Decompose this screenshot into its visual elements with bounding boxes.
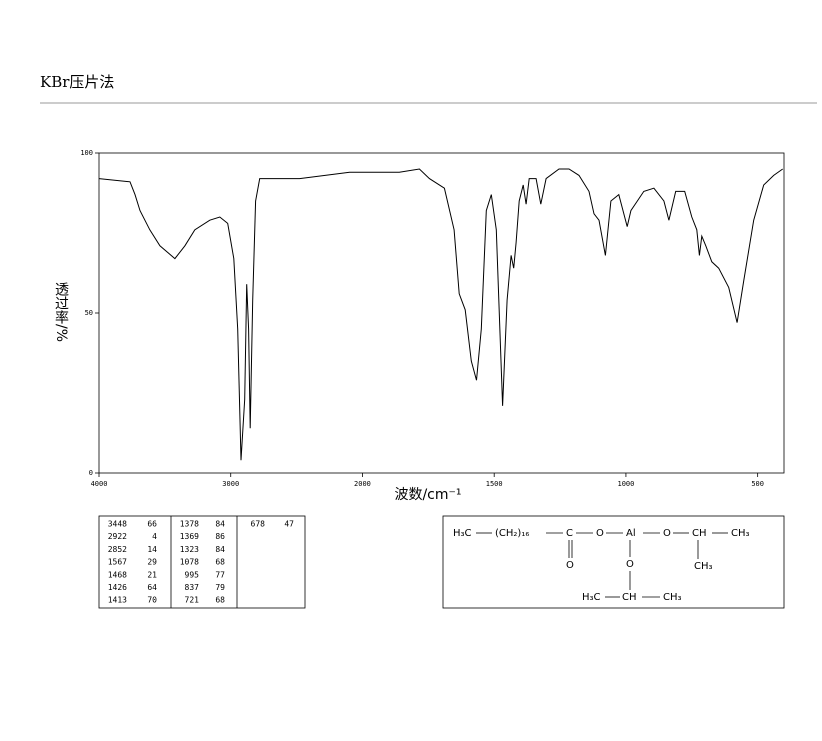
- atom: O: [596, 528, 604, 539]
- table-cell: 995: [185, 570, 200, 579]
- table-cell: 2852: [108, 545, 127, 554]
- atom: O: [663, 528, 671, 539]
- table-cell: 86: [215, 532, 225, 541]
- table-cell: 1567: [108, 558, 127, 567]
- plot-frame: [98, 152, 785, 474]
- table-cell: 64: [147, 583, 157, 592]
- structure-frame: [442, 515, 785, 609]
- table-cell: 70: [147, 596, 157, 605]
- y-tick-label: 100: [80, 149, 93, 157]
- y-tick-label: 0: [89, 469, 93, 477]
- table-cell: 721: [185, 596, 200, 605]
- atom: CH₃: [731, 528, 750, 539]
- table-cell: 1468: [108, 570, 127, 579]
- header-title: KBr压片法: [40, 73, 114, 91]
- atom: (CH₂)₁₆: [495, 528, 529, 539]
- table-cell: 1413: [108, 596, 127, 605]
- atom: O: [566, 560, 574, 571]
- table-cell: 2922: [108, 532, 127, 541]
- table-cell: 1369: [180, 532, 199, 541]
- table-cell: 68: [215, 558, 225, 567]
- table-cell: 84: [215, 520, 225, 529]
- atom: CH₃: [663, 592, 682, 603]
- table-cell: 29: [147, 558, 157, 567]
- atom: Al: [626, 528, 636, 539]
- x-tick-label: 1500: [486, 480, 503, 488]
- table-cell: 1426: [108, 583, 127, 592]
- atom: CH: [692, 528, 707, 539]
- table-cell: 1323: [180, 545, 199, 554]
- atom: CH₃: [694, 561, 713, 572]
- table-cell: 68: [215, 596, 225, 605]
- x-tick-label: 500: [751, 480, 764, 488]
- table-cell: 837: [185, 583, 200, 592]
- table-cell: 4: [152, 532, 157, 541]
- x-tick-label: 2000: [354, 480, 371, 488]
- table-cell: 14: [147, 545, 157, 554]
- table-cell: 84: [215, 545, 225, 554]
- x-axis-label: 波数/cm⁻¹: [394, 487, 461, 503]
- spectrum-line: [98, 168, 783, 461]
- table-frame: [98, 515, 306, 609]
- atom: O: [626, 559, 634, 570]
- y-axis-label: 透过率/%: [53, 282, 69, 342]
- table-cell: 79: [215, 583, 225, 592]
- table-cell: 678: [251, 520, 266, 529]
- table-cell: 66: [147, 520, 157, 529]
- atom: CH: [622, 592, 637, 603]
- atom: C: [566, 528, 573, 539]
- y-tick-label: 50: [85, 309, 93, 317]
- table-cell: 3448: [108, 520, 127, 529]
- table-cell: 1378: [180, 520, 199, 529]
- x-tick-label: 4000: [91, 480, 108, 488]
- table-cell: 1078: [180, 558, 199, 567]
- table-cell: 47: [284, 520, 294, 529]
- table-cell: 21: [147, 570, 157, 579]
- structure: H₃C (CH₂)₁₆ C O Al O CH CH₃ O CH₃ O H₃C …: [442, 515, 785, 609]
- atom: H₃C: [453, 528, 472, 539]
- atom: H₃C: [582, 592, 601, 603]
- peak-table: 3448 66 2922 4 2852 14 1567 29 1468 21 1426 64 1413 7…: [98, 515, 306, 609]
- x-tick-label: 3000: [222, 480, 239, 488]
- table-cell: 77: [215, 570, 225, 579]
- x-tick-label: 1000: [617, 480, 634, 488]
